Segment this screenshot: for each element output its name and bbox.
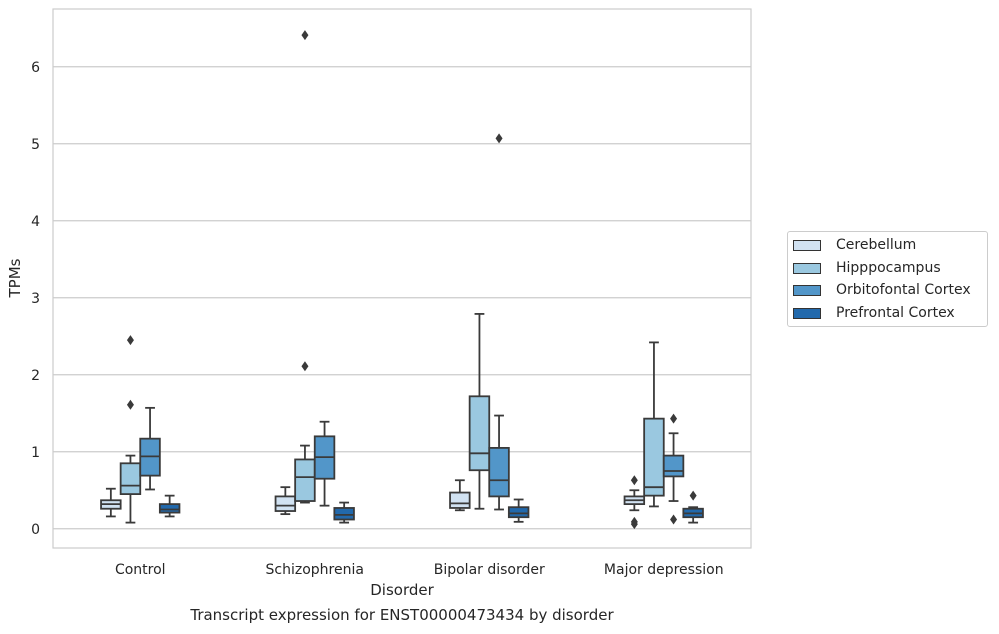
outlier-point [670,413,678,424]
y-tick-label: 3 [31,291,40,307]
x-tick-label: Control [115,562,166,578]
legend-swatch-prefrontal-cortex [793,307,821,319]
box-iqr [507,506,530,519]
box-prefrontal-cortex [158,494,181,518]
y-tick-label: 0 [31,522,40,538]
outlier-point [495,133,503,144]
outlier-point [630,475,638,486]
box-prefrontal-cortex [333,501,355,524]
x-tick-label: Schizophrenia [266,562,364,578]
y-tick-label: 5 [31,137,40,153]
legend-label: Cerebellum [836,237,917,253]
outlier-point [126,399,134,410]
y-axis-ticks: 0 1 2 3 4 5 6 [31,60,40,538]
outlier-point [301,361,309,372]
x-tick-label: Major depression [604,562,724,578]
box-orbitofontal-cortex [139,406,161,491]
box-iqr [333,507,355,521]
box-iqr [488,446,510,498]
box-cerebellum [623,475,646,530]
legend-swatch-orbitofrontal-cortex [793,284,821,296]
outlier-point [630,519,638,530]
outlier-point [126,335,134,346]
box-iqr [119,462,142,495]
box-hipppocampus [468,313,491,510]
legend-item-orbitofrontal-cortex: Orbitofontal Cortex [793,281,971,299]
box-cerebellum [449,479,471,512]
box-iqr [274,495,297,512]
y-tick-label: 1 [31,445,40,461]
legend: Cerebellum Hipppocampus Orbitofontal Cor… [787,231,988,327]
grid-lines [53,66,751,530]
box-iqr [662,454,685,478]
box-hipppocampus [643,341,665,508]
box-orbitofontal-cortex [488,133,510,511]
box-orbitofontal-cortex [662,413,685,525]
legend-label: Prefrontal Cortex [836,305,955,321]
legend-swatch-cerebellum [793,239,821,251]
legend-item-cerebellum: Cerebellum [793,236,916,254]
box-prefrontal-cortex [507,498,530,523]
y-tick-label: 4 [31,214,40,230]
y-axis-title: TPMs [6,258,24,298]
legend-label: Orbitofontal Cortex [836,282,971,298]
plot-area-frame [52,8,752,549]
legend-item-hippocampus: Hipppocampus [793,259,941,277]
box-iqr [468,395,491,472]
legend-swatch-hippocampus [793,262,821,274]
outlier-point [670,514,678,525]
box-iqr [294,458,316,502]
box-cerebellum [100,487,122,518]
x-axis-title: Disorder [370,581,434,599]
figure-caption: Transcript expression for ENST0000047343… [190,606,614,624]
box-hipppocampus [119,335,142,524]
legend-label: Hipppocampus [836,260,941,276]
box-hipppocampus [294,30,316,504]
box-prefrontal-cortex [682,490,704,524]
boxes [100,30,704,530]
box-iqr [643,417,665,497]
x-axis-ticks: Control Schizophrenia Bipolar disorder Majo… [115,562,724,578]
y-tick-label: 6 [31,60,40,76]
box-iqr [158,503,181,514]
legend-item-prefrontal-cortex: Prefrontal Cortex [793,304,955,322]
x-tick-label: Bipolar disorder [434,562,545,578]
box-iqr [449,491,471,509]
outlier-point [689,490,697,501]
box-orbitofontal-cortex [313,420,336,507]
outlier-point [301,30,309,41]
y-tick-label: 2 [31,368,40,384]
box-cerebellum [274,486,297,516]
